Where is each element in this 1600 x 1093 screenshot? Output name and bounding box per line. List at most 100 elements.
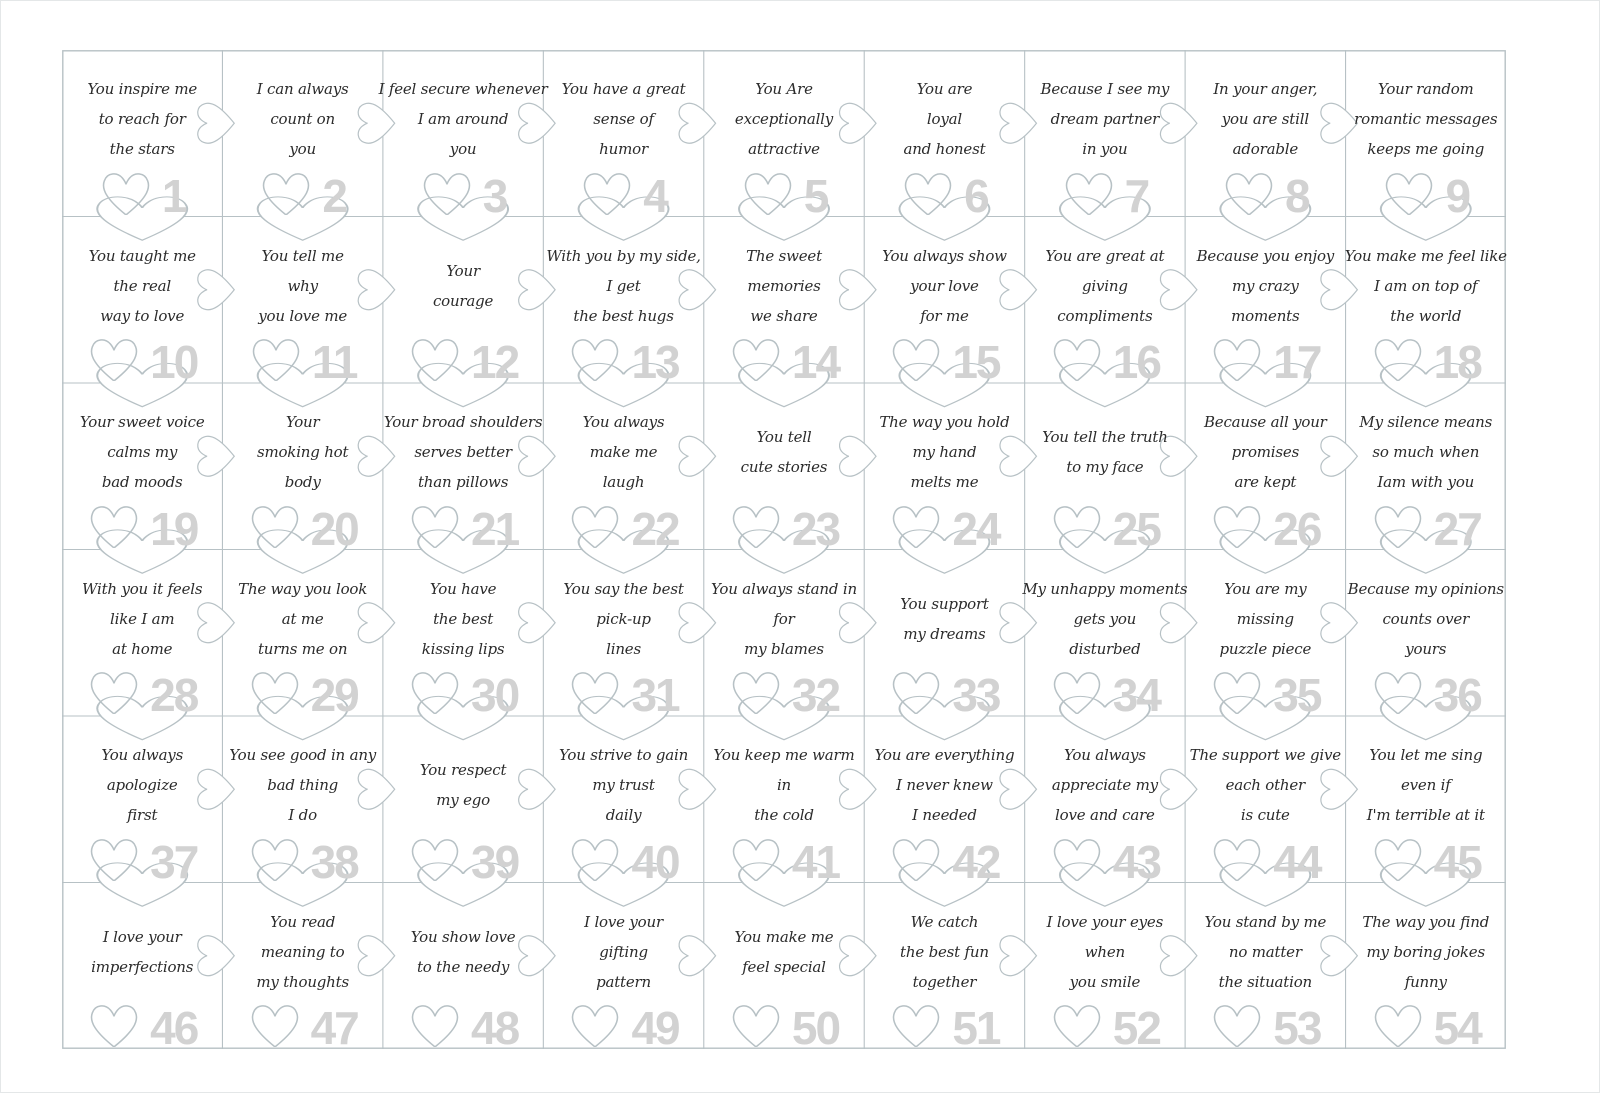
heart-outline-icon [1053, 1005, 1100, 1047]
message-line: My unhappy moments [1022, 579, 1188, 598]
message-line: You tell the truth [1042, 428, 1168, 446]
piece-footer: 1 [62, 168, 222, 219]
piece-number: 54 [1433, 1002, 1483, 1054]
message-line: you love me [258, 306, 348, 325]
message-line: funny [1404, 972, 1447, 991]
piece-footer: 38 [222, 834, 382, 885]
heart-outline-icon [1225, 172, 1273, 215]
heart-outline-icon [1386, 172, 1433, 215]
puzzle-piece: Because I see my dream partner in you 7 [1025, 50, 1185, 219]
piece-footer: 2 [222, 168, 382, 219]
message-line: adorable [1232, 140, 1299, 158]
message-line: pick-up [596, 609, 651, 628]
heart-outline-icon [251, 672, 298, 714]
piece-message: You tell me why you love me [210, 229, 394, 343]
message-line: melts me [910, 473, 979, 491]
heart-outline-icon [411, 1005, 459, 1047]
puzzle-piece: You inspire me to reach for the stars 1 [62, 50, 222, 219]
piece-footer: 14 [704, 334, 864, 385]
message-line: I love your [102, 927, 182, 946]
piece-footer: 53 [1185, 1000, 1345, 1051]
message-line: humor [599, 140, 648, 158]
message-line: you are still [1221, 110, 1309, 128]
message-line: Your sweet voice [79, 413, 205, 431]
heart-outline-icon [893, 838, 940, 881]
heart-outline-icon [1053, 505, 1100, 548]
heart-outline-icon [732, 838, 780, 881]
puzzle-piece: The sweet memories we share 14 [704, 217, 864, 385]
heart-outline-icon [411, 672, 459, 714]
message-line: kissing lips [421, 639, 505, 658]
heart-outline-icon [90, 505, 138, 548]
piece-number: 5 [803, 169, 830, 222]
heart-outline-icon [572, 672, 619, 714]
piece-message: You say the best pick-up lines [531, 562, 715, 676]
message-line: lines [606, 639, 641, 658]
piece-number: 49 [631, 1002, 680, 1054]
message-line: calms my [107, 443, 178, 461]
piece-number: 16 [1112, 336, 1162, 388]
message-line: the real [113, 276, 171, 295]
message-line: keeps me going [1367, 140, 1485, 158]
piece-footer: 30 [383, 667, 543, 718]
piece-message: You always apologize first [50, 728, 234, 842]
piece-footer: 33 [864, 667, 1024, 718]
message-line: my dreams [903, 624, 986, 643]
message-line: and honest [903, 140, 986, 158]
message-line: my boring jokes [1366, 942, 1486, 961]
piece-number: 11 [311, 336, 359, 388]
heart-outline-icon [572, 1005, 619, 1047]
message-line: at home [112, 639, 173, 658]
heart-outline-icon [411, 339, 459, 381]
message-line: courage [432, 291, 494, 310]
puzzle-piece: You make me feel special 50 [704, 883, 864, 1051]
piece-number: 48 [471, 1002, 520, 1054]
piece-number: 45 [1433, 835, 1483, 888]
piece-number: 43 [1112, 835, 1162, 888]
piece-footer: 39 [383, 834, 543, 885]
piece-message: You tell the truth to my face [1013, 395, 1197, 509]
piece-footer: 16 [1025, 334, 1185, 388]
piece-number: 27 [1433, 502, 1483, 555]
piece-message: You see good in any bad thing I do [210, 728, 394, 842]
message-line: You are my [1224, 579, 1307, 598]
heart-outline-icon [1053, 672, 1100, 714]
piece-footer: 11 [222, 334, 382, 388]
piece-message: You inspire me to reach for the stars [50, 62, 234, 176]
message-line: With you it feels [82, 579, 203, 598]
piece-number: 3 [482, 169, 509, 222]
message-line: romantic messages [1354, 110, 1498, 128]
heart-outline-icon [1214, 672, 1261, 714]
piece-message: With you it feels like I am at home [50, 562, 234, 676]
piece-footer: 42 [864, 834, 1024, 885]
piece-message: Your random romantic messages keeps me goi… [1334, 62, 1518, 176]
heart-outline-icon [252, 339, 300, 381]
message-line: You show love [410, 927, 516, 946]
piece-message: You strive to gain my trust daily [531, 728, 715, 842]
message-line: Your [446, 261, 480, 280]
message-line: meaning to [260, 942, 345, 961]
message-line: moments [1231, 306, 1300, 325]
piece-number: 35 [1273, 669, 1322, 721]
message-line: even if [1400, 776, 1451, 794]
puzzle-piece: Because all your promises are kept 26 [1185, 383, 1345, 552]
piece-footer: 13 [543, 334, 703, 385]
message-line: Because all your [1203, 413, 1327, 431]
message-line: You strive to gain [558, 746, 689, 764]
heart-outline-icon [732, 339, 780, 381]
piece-message: The way you hold my hand melts me [852, 395, 1036, 509]
message-line: You always [582, 413, 665, 431]
message-line: puzzle piece [1219, 639, 1312, 658]
message-line: I do [288, 806, 317, 824]
message-line: You are [916, 80, 973, 98]
heart-outline-icon [1214, 339, 1261, 381]
message-line: I love your [584, 912, 663, 931]
message-line: You stand by me [1204, 912, 1327, 931]
message-line: the world [1390, 306, 1462, 325]
puzzle-piece: You tell the truth to my face 25 [1025, 383, 1185, 552]
heart-outline-icon [893, 339, 940, 381]
message-line: You are everything [874, 746, 1015, 764]
message-line: sense of [593, 110, 654, 128]
message-line: You have [429, 579, 497, 598]
piece-number: 6 [964, 169, 990, 222]
